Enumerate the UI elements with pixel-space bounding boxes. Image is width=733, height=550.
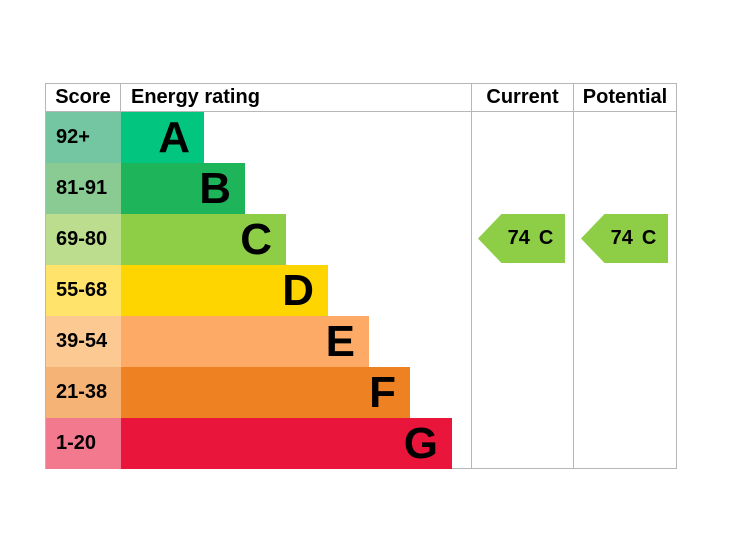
current-column-cell: [471, 367, 573, 418]
band-bar-area: B: [121, 163, 471, 214]
band-letter: F: [369, 367, 396, 417]
band-bar-area: F: [121, 367, 471, 418]
band-row: 69-80 C: [46, 214, 676, 265]
band-bar: D: [121, 265, 328, 316]
current-rating-band: C: [538, 227, 554, 249]
band-score-range: 69-80: [46, 214, 121, 265]
band-bar: C: [121, 214, 286, 265]
header-energy-rating: Energy rating: [131, 86, 260, 108]
band-bar-area: C: [121, 214, 471, 265]
band-bar-area: D: [121, 265, 471, 316]
band-row: 1-20 G: [46, 418, 676, 469]
band-bar: E: [121, 316, 369, 367]
header-current: Current: [471, 84, 573, 111]
band-row: 92+ A: [46, 112, 676, 163]
band-row: 21-38 F: [46, 367, 676, 418]
band-score-range: 21-38: [46, 367, 121, 418]
band-score-range: 39-54: [46, 316, 121, 367]
band-row: 81-91 B: [46, 163, 676, 214]
current-column-cell: [471, 418, 573, 469]
potential-column-cell: [573, 112, 676, 163]
band-score-range: 1-20: [46, 418, 121, 469]
current-column-cell: [471, 163, 573, 214]
band-letter: G: [403, 418, 438, 468]
band-bar: F: [121, 367, 410, 418]
current-column-cell: [471, 316, 573, 367]
table-header: Score Energy rating Current Potential: [46, 84, 676, 112]
band-score-range: 81-91: [46, 163, 121, 214]
band-score-range: 55-68: [46, 265, 121, 316]
band-bar-area: G: [121, 418, 471, 469]
band-row: 55-68 D: [46, 265, 676, 316]
band-row: 39-54 E: [46, 316, 676, 367]
potential-rating-band: C: [641, 227, 657, 249]
header-score: Score: [46, 84, 121, 111]
band-letter: B: [199, 163, 231, 213]
current-column-cell: [471, 265, 573, 316]
potential-column-cell: [573, 367, 676, 418]
potential-column-cell: [573, 265, 676, 316]
potential-column-cell: [573, 418, 676, 469]
current-column-cell: [471, 214, 573, 265]
potential-column-cell: [573, 316, 676, 367]
band-letter: C: [240, 214, 272, 264]
band-letter: A: [158, 112, 190, 162]
potential-column-cell: [573, 163, 676, 214]
current-column-cell: [471, 112, 573, 163]
epc-rating-chart: Score Energy rating Current Potential 92…: [45, 83, 677, 469]
potential-column-cell: [573, 214, 676, 265]
band-bar: G: [121, 418, 452, 469]
band-bar-area: E: [121, 316, 471, 367]
band-bar: A: [121, 112, 204, 163]
band-score-range: 92+: [46, 112, 121, 163]
band-bar: B: [121, 163, 245, 214]
header-potential: Potential: [573, 84, 676, 111]
band-letter: D: [282, 265, 314, 315]
band-bar-area: A: [121, 112, 471, 163]
band-letter: E: [325, 316, 355, 366]
potential-rating-value: 74: [610, 227, 633, 249]
current-rating-value: 74: [507, 227, 530, 249]
band-rows: 92+ A 81-91 B 69-80 C 55-68: [46, 112, 676, 469]
